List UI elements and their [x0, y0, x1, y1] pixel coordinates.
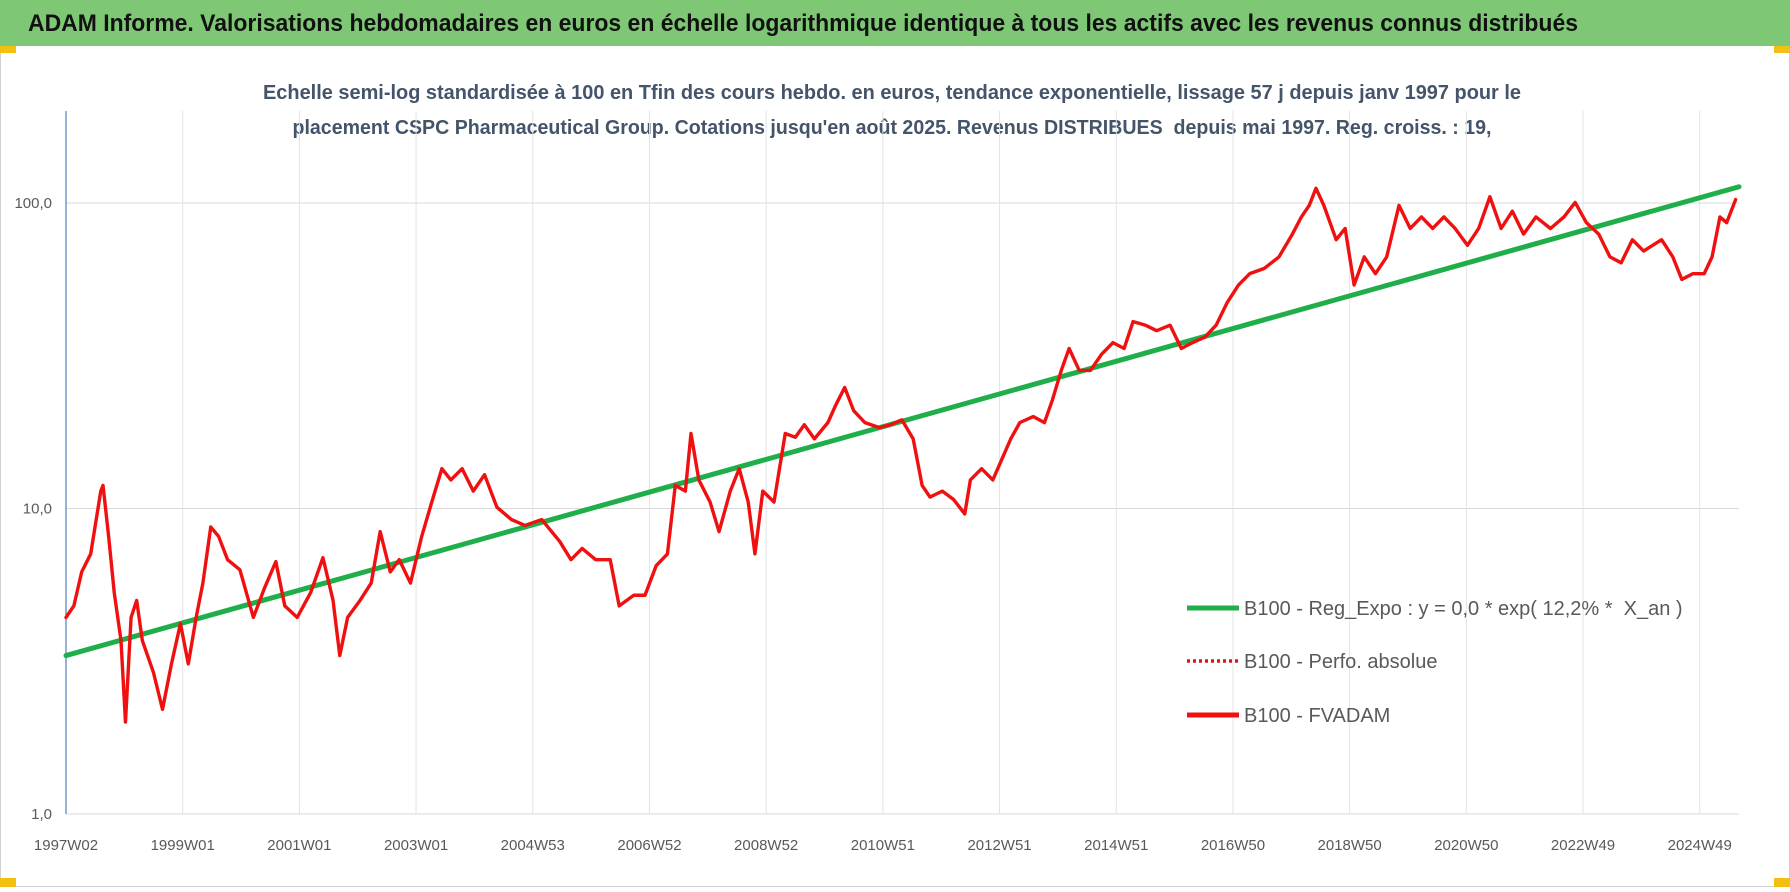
corner-marker — [1774, 46, 1790, 53]
x-tick-label: 2008W52 — [734, 837, 798, 854]
x-tick-label: 2014W51 — [1084, 837, 1148, 854]
y-tick-label: 100,0 — [14, 195, 52, 212]
plot-area — [63, 184, 1742, 724]
y-tick-label: 1,0 — [31, 806, 52, 823]
chart-subtitle: Echelle semi-log standardisée à 100 en T… — [263, 82, 1521, 104]
x-tick-label: 2010W51 — [851, 837, 915, 854]
x-tick-label: 2020W50 — [1434, 837, 1498, 854]
y-tick-label: 10,0 — [23, 500, 52, 517]
corner-marker — [0, 46, 16, 53]
chart-subtitle: placement CSPC Pharmaceutical Group. Cot… — [293, 117, 1492, 139]
page-title: ADAM Informe. Valorisations hebdomadaire… — [28, 10, 1578, 37]
x-tick-label: 1997W02 — [34, 837, 98, 854]
x-tick-label: 2004W53 — [501, 837, 565, 854]
legend-label: B100 - Perfo. absolue — [1244, 651, 1437, 673]
grid: 1,0 10,0 100,0 1997W02 1999W01 2001W01 2003W01… — [14, 111, 1739, 854]
x-tick-label: 2012W51 — [967, 837, 1031, 854]
legend: B100 - Reg_Expo : y = 0,0 * exp( 12,2% *… — [1187, 598, 1683, 727]
x-tick-label: 2003W01 — [384, 837, 448, 854]
series-line — [64, 186, 1738, 724]
x-tick-label: 2022W49 — [1551, 837, 1615, 854]
x-tick-label: 1999W01 — [151, 837, 215, 854]
x-tick-label: 2018W50 — [1318, 837, 1382, 854]
x-tick-label: 2016W50 — [1201, 837, 1265, 854]
x-tick-label: 2001W01 — [267, 837, 331, 854]
x-tick-label: 2006W52 — [617, 837, 681, 854]
corner-marker — [0, 878, 16, 887]
header-band — [0, 0, 1790, 46]
corner-marker — [1774, 878, 1790, 887]
legend-label: B100 - FVADAM — [1244, 705, 1390, 727]
legend-label: B100 - Reg_Expo : y = 0,0 * exp( 12,2% *… — [1244, 598, 1683, 620]
x-tick-label: 2024W49 — [1668, 837, 1732, 854]
